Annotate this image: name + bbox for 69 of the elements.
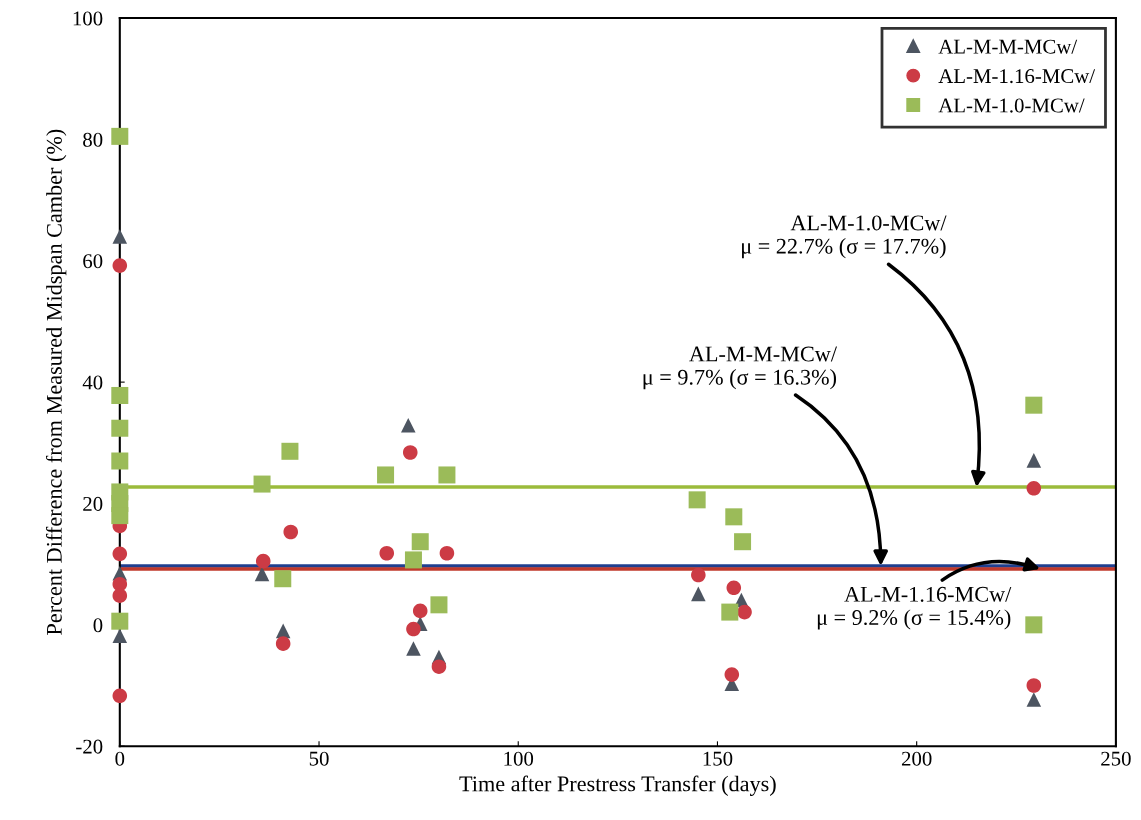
annotation: AL-M-M-MCw/ μ = 9.7% (σ = 16.3%) (643, 346, 837, 390)
y-axis-title: Percent Difference from Measured Midspan Camber (%) (45, 129, 67, 635)
point (724, 667, 740, 682)
x-tick-label: 150 (703, 751, 733, 766)
point (411, 533, 429, 551)
point (275, 623, 291, 639)
y-tick-label: 20 (83, 496, 103, 511)
point (254, 566, 270, 582)
point (111, 612, 129, 630)
point (431, 659, 447, 674)
point (1025, 616, 1043, 634)
point (406, 641, 421, 656)
point (1026, 692, 1042, 707)
point (112, 229, 128, 244)
point (402, 445, 418, 460)
x-tick-label: 50 (309, 751, 329, 766)
point (377, 466, 395, 484)
point (281, 442, 299, 460)
point (726, 580, 742, 596)
point (1025, 396, 1043, 414)
point (111, 507, 129, 525)
point (439, 545, 455, 561)
point (283, 524, 299, 540)
annotation: AL-M-1.16-MCw/ μ = 9.2% (σ = 15.4%) (817, 586, 1012, 630)
point (688, 491, 706, 509)
point (430, 596, 448, 614)
point (412, 603, 428, 619)
legend-label: AL-M-1.16-MCw/ (938, 69, 1096, 84)
point (691, 586, 706, 602)
legend-label: AL-M-1.0-MCw/ (938, 98, 1085, 113)
point (253, 475, 271, 493)
point (111, 419, 129, 437)
point (438, 466, 456, 484)
point (111, 386, 129, 404)
x-tick-label: 200 (901, 751, 932, 766)
point (112, 688, 128, 704)
point (1026, 453, 1042, 468)
point (111, 452, 129, 470)
y-tick-label: 100 (73, 11, 103, 26)
legend-label: AL-M-M-MCw/ (938, 39, 1078, 54)
point (379, 545, 395, 561)
point (111, 127, 129, 145)
point (112, 588, 128, 603)
y-tick-label: 40 (82, 375, 103, 390)
y-tick-label: -20 (76, 739, 103, 754)
point (725, 508, 743, 526)
point (112, 258, 128, 273)
point (255, 553, 271, 569)
point (734, 533, 752, 551)
point (691, 567, 706, 583)
y-tick-label: 60 (83, 254, 103, 269)
point (275, 636, 291, 651)
point (737, 604, 752, 620)
point (112, 628, 128, 644)
x-tick-label: 0 (115, 751, 125, 766)
y-tick-label: 80 (83, 132, 103, 147)
point (721, 603, 739, 621)
x-tick-label: 100 (504, 751, 534, 766)
point (404, 551, 422, 569)
y-tick-label: 0 (93, 618, 103, 633)
point (406, 621, 421, 637)
point (400, 417, 416, 433)
annotation: AL-M-1.0-MCw/ μ = 22.7% (σ = 17.7%) (742, 215, 947, 259)
point (274, 570, 292, 588)
x-tick-label: 250 (1101, 751, 1131, 766)
point (1026, 678, 1042, 693)
x-axis-title: Time after Prestress Transfer (days) (459, 775, 776, 796)
point (1026, 481, 1042, 496)
point (112, 546, 128, 562)
